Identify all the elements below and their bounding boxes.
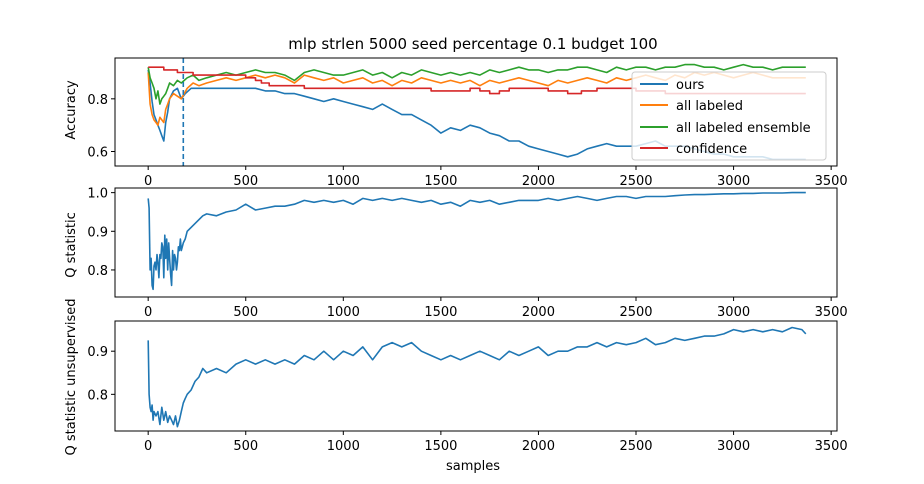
x-tick-label: 2000 — [522, 305, 555, 320]
x-tick-label: 3000 — [717, 439, 750, 454]
x-tick-label: 1500 — [424, 305, 457, 320]
x-axis-label-samples: samples — [446, 459, 500, 474]
x-tick-label: 0 — [144, 174, 152, 189]
series-line-confidence — [148, 66, 806, 95]
accuracy-panel: mlp strlen 5000 seed percentage 0.1 budg… — [64, 35, 848, 189]
legend-label-all-labeled-ensemble: all labeled ensemble — [676, 121, 811, 136]
x-tick-label: 2500 — [619, 439, 652, 454]
x-tick-label: 500 — [233, 305, 258, 320]
y-tick-label: 0.9 — [87, 345, 108, 360]
x-tick-label: 1000 — [327, 305, 360, 320]
chart-title: mlp strlen 5000 seed percentage 0.1 budg… — [288, 35, 657, 53]
x-tick-label: 0 — [144, 439, 152, 454]
plot-area — [147, 191, 806, 291]
y-tick-label: 1.0 — [87, 187, 108, 202]
y-axis-label-q-statistic-unsupervised: Q statistic unsupervised — [64, 298, 79, 455]
x-tick-label: 2000 — [522, 174, 555, 189]
q-statistic-panel: Q statistic 0 500 1000 1500 2000 2500 3000 3500… — [64, 187, 848, 320]
x-tick-label: 2500 — [619, 305, 652, 320]
y-tick-label: 0.6 — [87, 146, 108, 161]
x-tick-label: 3500 — [815, 174, 848, 189]
x-tick-label: 3500 — [815, 439, 848, 454]
legend-box — [631, 71, 827, 161]
x-tick-label: 2500 — [619, 174, 652, 189]
axes-frame — [114, 57, 838, 167]
x-tick-label: 2000 — [522, 439, 555, 454]
x-tick-label: 3000 — [717, 174, 750, 189]
series-line-all-labeled-ensemble — [147, 63, 806, 105]
legend: ours all labeled all labeled ensemble co… — [631, 71, 827, 161]
legend-label-ours: ours — [676, 78, 705, 93]
y-tick-label: 0.8 — [87, 93, 108, 108]
series-line-ours — [147, 326, 807, 428]
y-axis-label-accuracy: Accuracy — [64, 80, 79, 140]
x-tick-label: 500 — [233, 174, 258, 189]
x-tick-label: 1000 — [327, 439, 360, 454]
legend-label-confidence: confidence — [676, 142, 747, 157]
y-tick-label: 0.8 — [87, 264, 108, 279]
y-tick-label: 0.8 — [87, 388, 108, 403]
y-tick-label: 0.9 — [87, 225, 108, 240]
axes-frame — [114, 320, 838, 432]
x-tick-label: 0 — [144, 305, 152, 320]
x-tick-label: 3500 — [815, 305, 848, 320]
x-tick-label: 3000 — [717, 305, 750, 320]
plot-area — [147, 326, 807, 428]
axes-frame — [114, 187, 838, 298]
x-tick-label: 1500 — [424, 439, 457, 454]
y-axis-label-q-statistic: Q statistic — [64, 212, 79, 278]
legend-label-all-labeled: all labeled — [676, 99, 743, 114]
q-statistic-unsupervised-panel: Q statistic unsupervised samples 0 500 100… — [64, 298, 848, 474]
x-tick-label: 1500 — [424, 174, 457, 189]
x-tick-label: 500 — [233, 439, 258, 454]
x-tick-label: 1000 — [327, 174, 360, 189]
series-line-ours — [147, 191, 806, 291]
